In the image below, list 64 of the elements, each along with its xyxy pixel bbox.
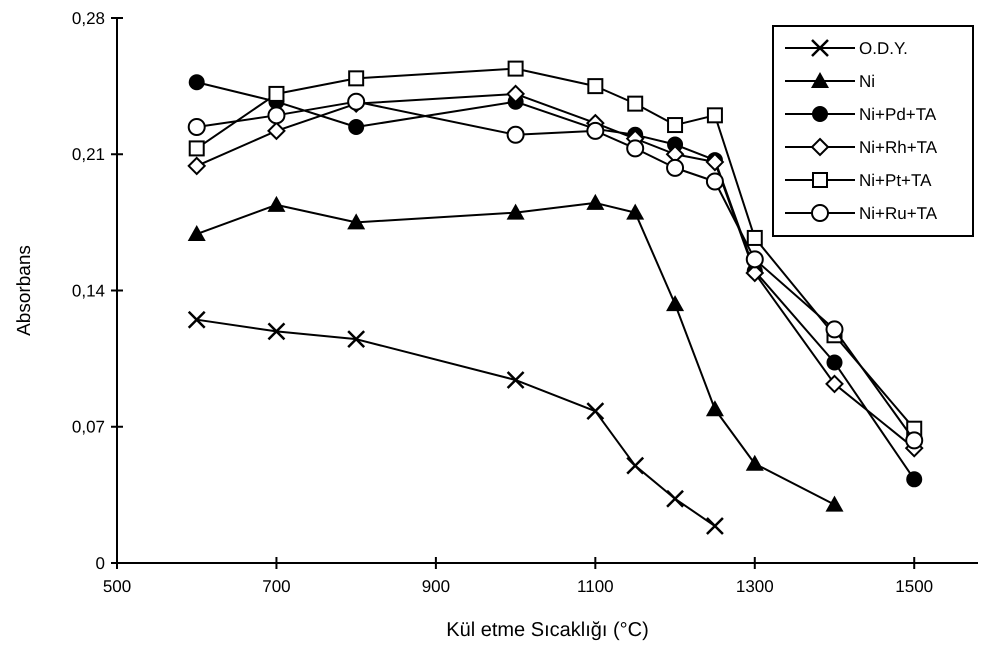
point [706, 107, 723, 124]
point [586, 122, 604, 140]
point [347, 92, 366, 111]
legend-label: Ni+Ru+TA [859, 204, 938, 223]
point [188, 225, 206, 242]
x-tick-label: 700 [262, 577, 291, 596]
point [188, 74, 205, 90]
legend-label: Ni+Pt+TA [859, 170, 932, 190]
point [626, 204, 644, 220]
y-tick-label: 0,14 [72, 281, 105, 300]
point [506, 204, 525, 220]
point [905, 431, 924, 450]
point [746, 250, 764, 268]
point [188, 140, 205, 156]
point [267, 106, 286, 124]
point [666, 490, 684, 508]
point [348, 119, 364, 135]
point [267, 122, 286, 140]
x-tick-label: 500 [102, 577, 132, 596]
x-tick-label: 1100 [577, 577, 614, 596]
y-tick-label: 0 [96, 554, 105, 573]
point [826, 354, 842, 371]
legend-label: O.D.Y. [859, 38, 908, 58]
point [188, 156, 206, 175]
point [586, 402, 605, 420]
x-tick-label: 900 [422, 577, 450, 596]
point [348, 70, 364, 86]
y-axis-title: Absorbans [14, 245, 35, 336]
y-tick-label: 0,07 [72, 418, 105, 437]
point [667, 117, 684, 134]
point [626, 456, 644, 475]
legend-label: Ni [859, 72, 876, 91]
point [187, 310, 206, 329]
point [666, 295, 684, 312]
point [627, 96, 644, 112]
point [508, 60, 524, 77]
x-axis-title: Kül etme Sıcaklığı (°C) [446, 619, 649, 641]
point [826, 374, 844, 393]
y-tick-label: 0,28 [72, 8, 105, 28]
point [587, 78, 604, 94]
point [666, 158, 684, 177]
point [267, 196, 286, 212]
point [706, 400, 724, 416]
point [506, 126, 525, 144]
point [826, 496, 844, 512]
x-tick-label: 1300 [736, 577, 774, 596]
x-tick-label: 1500 [895, 577, 934, 596]
point [346, 330, 366, 348]
point [267, 322, 286, 341]
point [506, 370, 525, 390]
point [586, 194, 604, 210]
point [746, 230, 763, 246]
point [188, 118, 206, 136]
point [746, 454, 764, 471]
y-tick-label: 0,21 [72, 145, 105, 164]
point [706, 516, 724, 536]
legend-label: Ni+Rh+TA [859, 138, 938, 157]
point [347, 213, 366, 230]
point [706, 172, 724, 190]
point [826, 320, 844, 338]
point [268, 86, 284, 102]
point [906, 471, 922, 488]
point [626, 139, 644, 158]
legend-label: Ni+Pd+TA [859, 104, 937, 124]
